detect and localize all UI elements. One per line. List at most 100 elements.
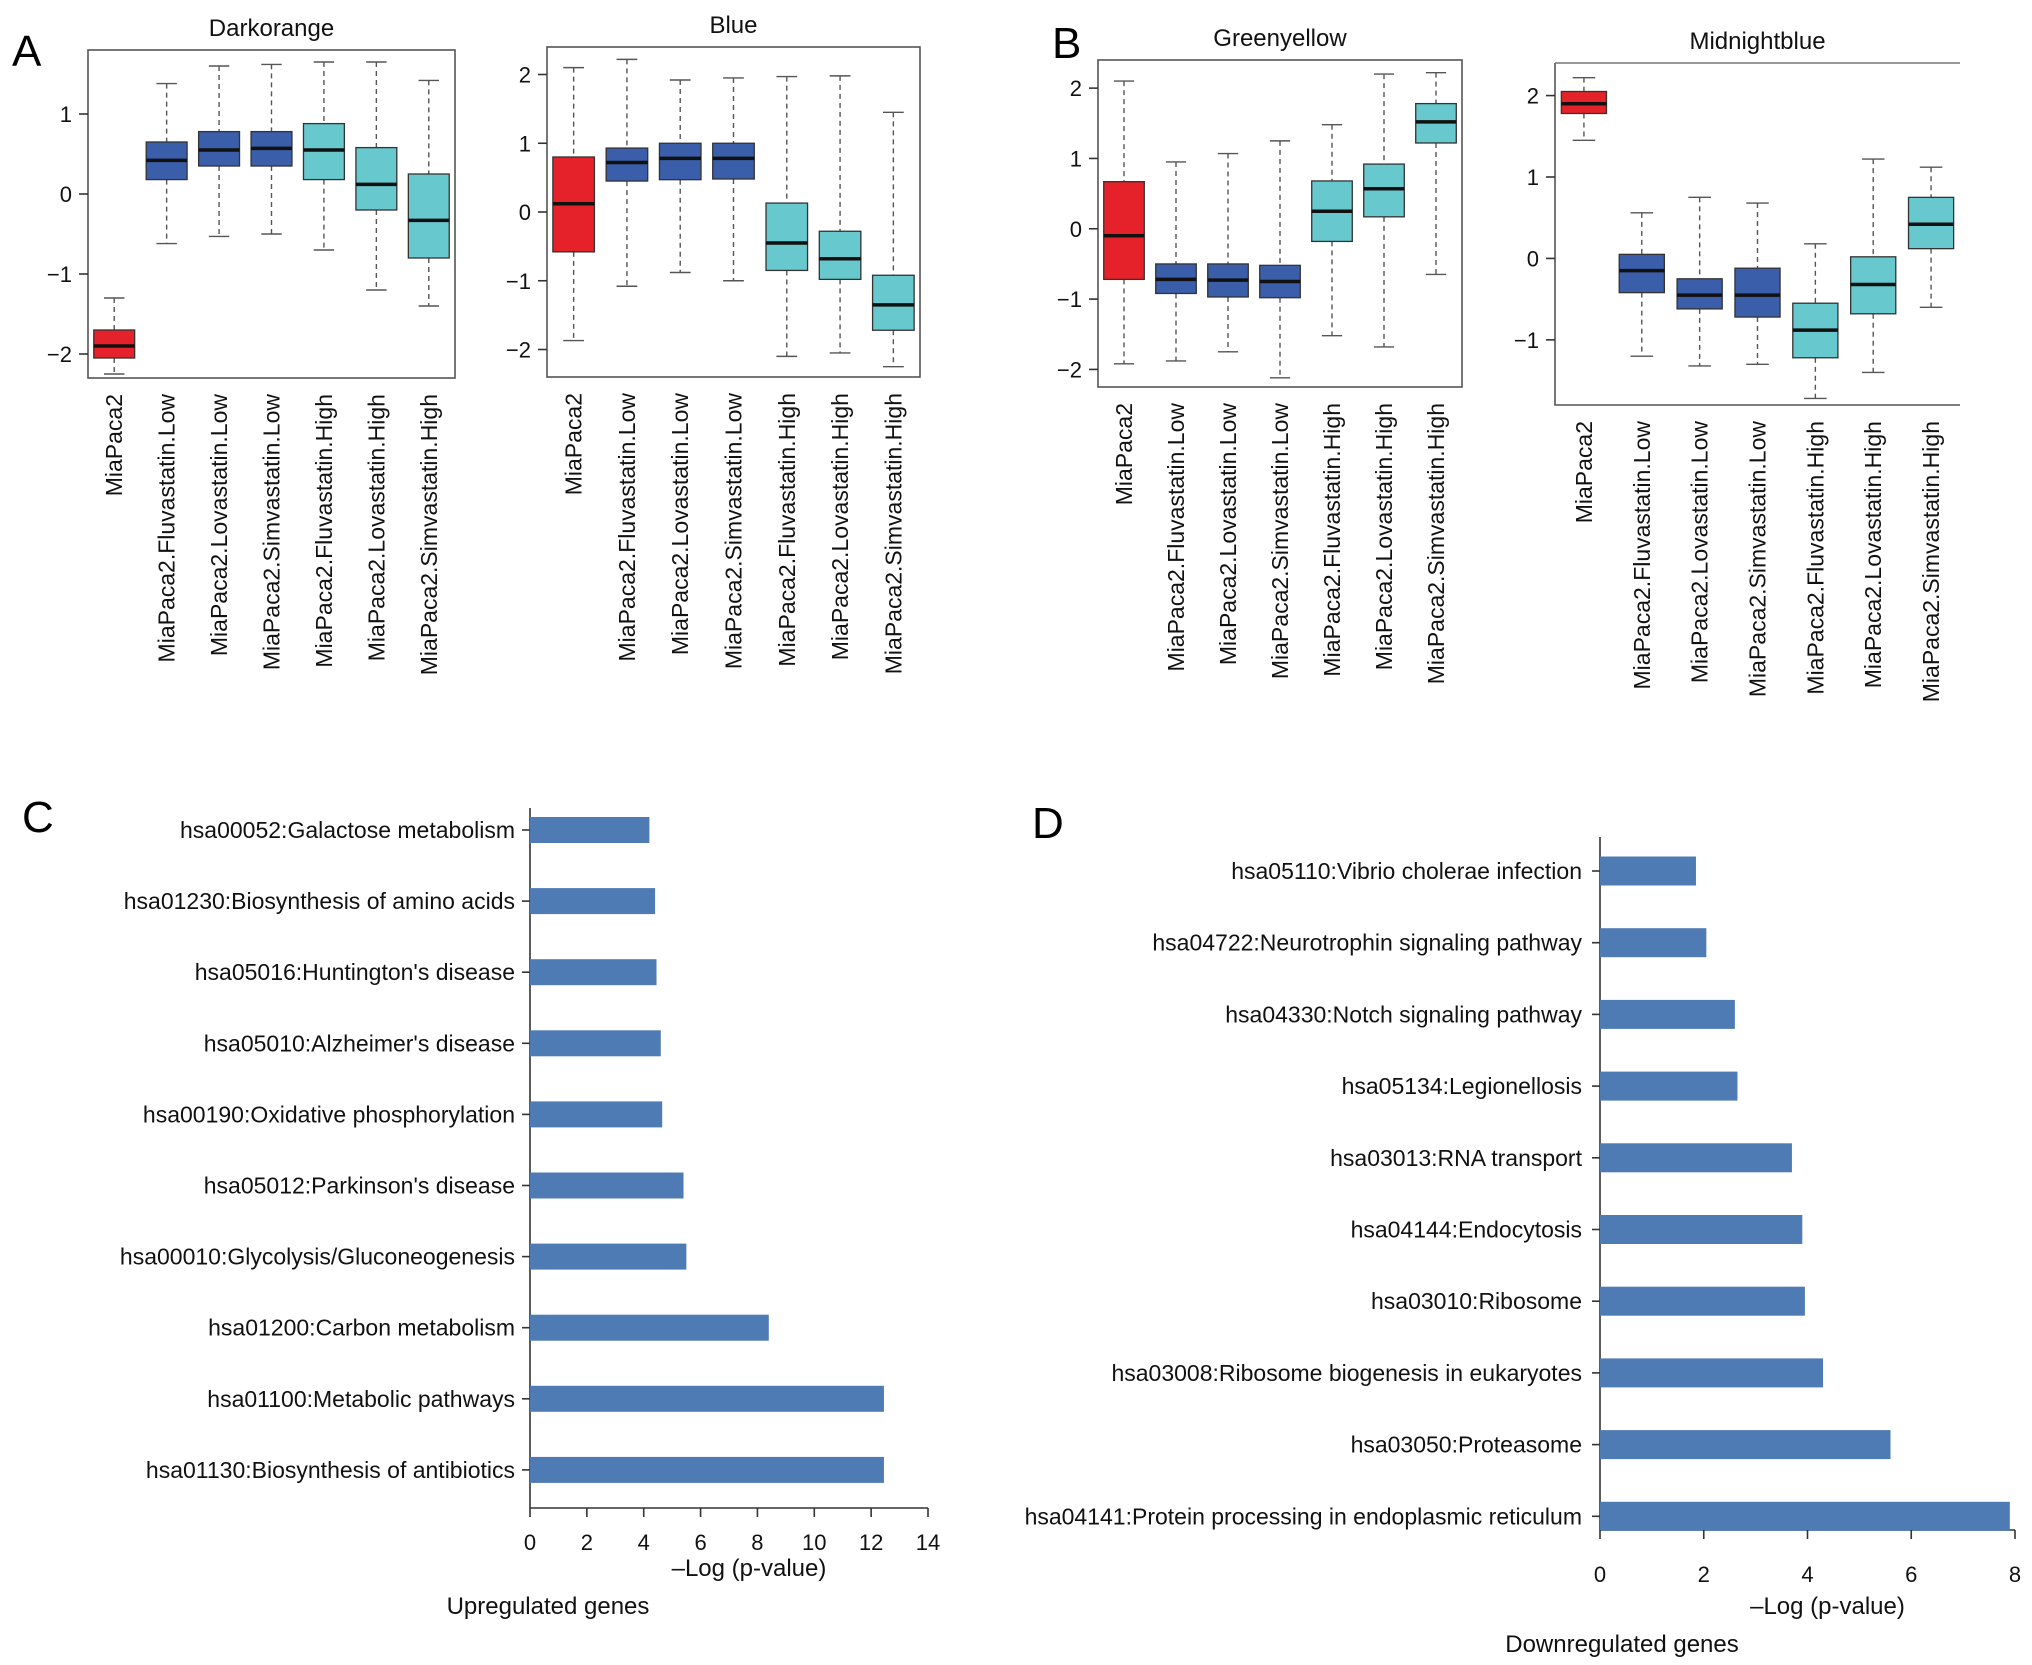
bar-category-label: hsa03050:Proteasome: [1351, 1432, 1582, 1458]
box-5: [765, 75, 809, 358]
chart-title: Midnightblue: [1689, 28, 1825, 55]
x-tick-label: 8: [2009, 1562, 2021, 1587]
box-2: [605, 58, 649, 287]
bar-6: [1600, 1215, 1803, 1244]
box-2: [1618, 212, 1666, 357]
box-5: [1311, 123, 1353, 337]
x-tick-label: 8: [751, 1530, 763, 1555]
category-label: MiaPaca2.Lovastatin.Low: [1215, 403, 1241, 665]
category-label: MiaPaca2.Fluvastatin.High: [1319, 403, 1345, 677]
category-label: MiaPaca2.Simvastatin.High: [1423, 403, 1449, 684]
barchart-upregulated: hsa00052:Galactose metabolism hsa01230:Bi…: [120, 808, 940, 1620]
box-iqr: [818, 230, 862, 281]
bar-category-label: hsa05110:Vibrio cholerae infection: [1231, 858, 1582, 884]
bar-category-label: hsa03013:RNA transport: [1330, 1145, 1582, 1171]
bar-category-label: hsa03010:Ribosome: [1371, 1288, 1582, 1314]
plot-frame: [1097, 59, 1463, 388]
y-tick-label: −2: [47, 342, 72, 367]
x-tick-label: 12: [859, 1530, 883, 1555]
box-iqr: [605, 147, 649, 182]
y-tick-label: 1: [60, 102, 72, 127]
y-tick-label: 1: [519, 131, 531, 156]
box-4: [1259, 140, 1301, 379]
box-1: [552, 66, 596, 342]
category-label: MiaPaca2.Simvastatin.High: [880, 393, 906, 674]
box-3: [1676, 196, 1723, 367]
category-label: MiaPaca2.Simvastatin.Low: [1267, 403, 1293, 680]
y-tick-label: 0: [519, 200, 531, 225]
bar-4: [1600, 1071, 1738, 1101]
category-label: MiaPaca2: [561, 393, 587, 495]
boxplot-blue: Blue −2 −1 0 1 2 MiaPaca2 MiaPaca2.Fluvastatin.…: [506, 12, 921, 674]
x-tick-label: 0: [1594, 1562, 1606, 1587]
box-iqr: [355, 146, 398, 211]
bar-category-label: hsa04722:Neurotrophin signaling pathway: [1152, 930, 1582, 956]
category-label: MiaPaca2.Fluvastatin.Low: [154, 394, 180, 663]
boxplot-midnightblue: Midnightblue −1 0 1 2 MiaPaca2 MiaPaca2.Fluvas…: [1514, 28, 1960, 702]
y-tick-label: 0: [1527, 246, 1539, 271]
box-3: [1207, 152, 1249, 353]
bar-category-label: hsa01200:Carbon metabolism: [208, 1315, 515, 1341]
bar-3: [530, 959, 657, 986]
y-tick-label: −1: [506, 269, 531, 294]
box-iqr: [871, 274, 915, 331]
x-tick-label: 10: [802, 1530, 826, 1555]
bar-category-label: hsa04144:Endocytosis: [1351, 1217, 1582, 1243]
y-tick-label: 2: [1070, 76, 1082, 101]
bar-category-label: hsa00010:Glycolysis/Gluconeogenesis: [120, 1244, 515, 1270]
bar-10: [1600, 1501, 2010, 1531]
box-4: [250, 63, 293, 235]
box-iqr: [407, 173, 450, 259]
box-6: [1363, 73, 1405, 348]
bar-category-label: hsa05010:Alzheimer's disease: [204, 1030, 515, 1056]
x-tick-label: 4: [638, 1530, 650, 1555]
bar-7: [1600, 1286, 1805, 1316]
box-1: [1103, 80, 1145, 365]
x-tick-label: 6: [694, 1530, 706, 1555]
x-tick-label: 0: [524, 1530, 536, 1555]
category-label: MiaPaca2.Fluvastatin.Low: [1629, 421, 1655, 690]
category-label: MiaPaca2: [1571, 421, 1597, 523]
box-4: [1734, 202, 1781, 365]
x-tick-label: 2: [1698, 1562, 1710, 1587]
category-label: MiaPaca2.Lovastatin.High: [1860, 421, 1886, 688]
bar-2: [530, 888, 656, 915]
box-iqr: [1363, 163, 1405, 218]
bar-4: [530, 1030, 661, 1057]
bar-category-label: hsa01130:Biosynthesis of antibiotics: [146, 1457, 515, 1483]
bar-1: [530, 817, 650, 843]
box-iqr: [712, 142, 755, 180]
box-3: [658, 79, 702, 274]
box-3: [197, 65, 241, 238]
category-label: MiaPaca2.Fluvastatin.High: [311, 394, 337, 668]
category-label: MiaPaca2.Lovastatin.Low: [667, 393, 693, 655]
category-label: MiaPaca2.Lovastatin.High: [1371, 403, 1397, 670]
plot-frame: [87, 49, 456, 379]
y-tick-label: 0: [60, 182, 72, 207]
x-axis-title: –Log (p-value): [672, 1555, 827, 1582]
bar-1: [1600, 856, 1696, 886]
chart-caption: Downregulated genes: [1505, 1631, 1739, 1658]
box-7: [1907, 166, 1955, 308]
bar-5: [1600, 1143, 1792, 1173]
bar-2: [1600, 928, 1707, 958]
category-label: MiaPaca2.Simvastatin.Low: [1745, 421, 1771, 698]
boxplot-greenyellow: Greenyellow −2 −1 0 1 2 MiaPaca2 MiaPaca2.Fluva…: [1057, 25, 1463, 684]
category-label: MiaPaca2.Lovastatin.Low: [206, 394, 232, 656]
box-iqr: [93, 329, 136, 359]
box-iqr: [765, 202, 809, 272]
box-7: [407, 79, 450, 307]
x-tick-label: 6: [1905, 1562, 1917, 1587]
x-tick-label: 2: [581, 1530, 593, 1555]
box-5: [302, 61, 346, 251]
box-6: [1850, 158, 1897, 374]
bar-10: [530, 1456, 884, 1483]
category-label: MiaPaca2.Fluvastatin.High: [774, 393, 800, 667]
panel-letter-c: C: [22, 793, 54, 842]
box-iqr: [1103, 181, 1145, 281]
box-iqr: [1618, 253, 1666, 294]
category-label: MiaPaca2.Fluvastatin.Low: [1163, 403, 1189, 672]
box-1: [93, 297, 136, 375]
panel-letter-d: D: [1032, 799, 1064, 848]
